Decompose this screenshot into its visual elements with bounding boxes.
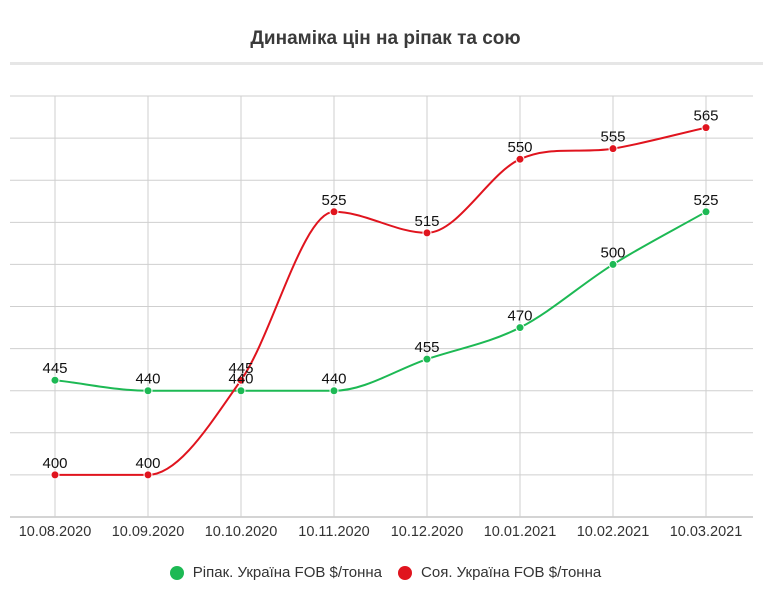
title-divider	[10, 62, 763, 65]
x-tick-label: 10.11.2020	[298, 524, 370, 540]
x-tick-label: 10.12.2020	[391, 524, 464, 540]
x-tick-label: 10.08.2020	[19, 524, 92, 540]
legend-item-soy[interactable]: Соя. Україна FOB $/тонна	[398, 564, 601, 581]
legend-swatch-soy	[398, 565, 413, 580]
data-point[interactable]	[143, 386, 153, 396]
x-tick-label: 10.02.2021	[577, 524, 650, 540]
data-label: 455	[414, 339, 439, 356]
data-point[interactable]	[50, 470, 60, 480]
data-point[interactable]	[701, 123, 711, 133]
data-point[interactable]	[50, 375, 60, 385]
data-point[interactable]	[143, 470, 153, 480]
x-tick-label: 10.10.2020	[205, 524, 278, 540]
legend-label-soy: Соя. Україна FOB $/тонна	[421, 564, 602, 581]
data-label: 440	[321, 371, 346, 388]
data-label: 470	[507, 308, 532, 325]
x-tick-label: 10.03.2021	[670, 524, 743, 540]
data-point[interactable]	[236, 386, 246, 396]
legend: Ріпак. Україна FOB $/тонна Соя. Україна …	[0, 564, 771, 581]
data-label: 565	[693, 108, 718, 125]
data-label: 400	[135, 455, 160, 472]
data-label: 445	[228, 360, 253, 377]
legend-swatch-rapeseed	[169, 565, 184, 580]
data-label: 550	[507, 139, 532, 156]
legend-item-rapeseed[interactable]: Ріпак. Україна FOB $/тонна	[169, 564, 383, 581]
data-point[interactable]	[608, 259, 618, 269]
data-point[interactable]	[515, 323, 525, 333]
data-label: 500	[600, 244, 625, 261]
x-tick-label: 10.01.2021	[484, 524, 557, 540]
data-point[interactable]	[422, 228, 432, 238]
series-line-1	[55, 126, 707, 476]
x-tick-label: 10.09.2020	[112, 524, 185, 540]
data-label: 525	[321, 192, 346, 209]
data-label: 400	[42, 455, 67, 472]
data-label: 515	[414, 213, 439, 230]
data-label: 525	[693, 192, 718, 209]
data-point[interactable]	[701, 207, 711, 217]
data-point[interactable]	[515, 154, 525, 164]
data-point[interactable]	[608, 144, 618, 154]
data-label: 440	[135, 371, 160, 388]
data-label: 440	[228, 371, 253, 388]
data-label: 445	[42, 360, 67, 377]
series-line-0	[54, 210, 707, 392]
data-point[interactable]	[329, 386, 339, 396]
data-label: 555	[600, 129, 625, 146]
chart-title: Динаміка цін на ріпак та сою	[250, 28, 521, 49]
legend-label-rapeseed: Ріпак. Україна FOB $/тонна	[192, 564, 383, 581]
data-point[interactable]	[329, 207, 339, 217]
data-point[interactable]	[236, 375, 246, 385]
data-point[interactable]	[422, 354, 432, 364]
